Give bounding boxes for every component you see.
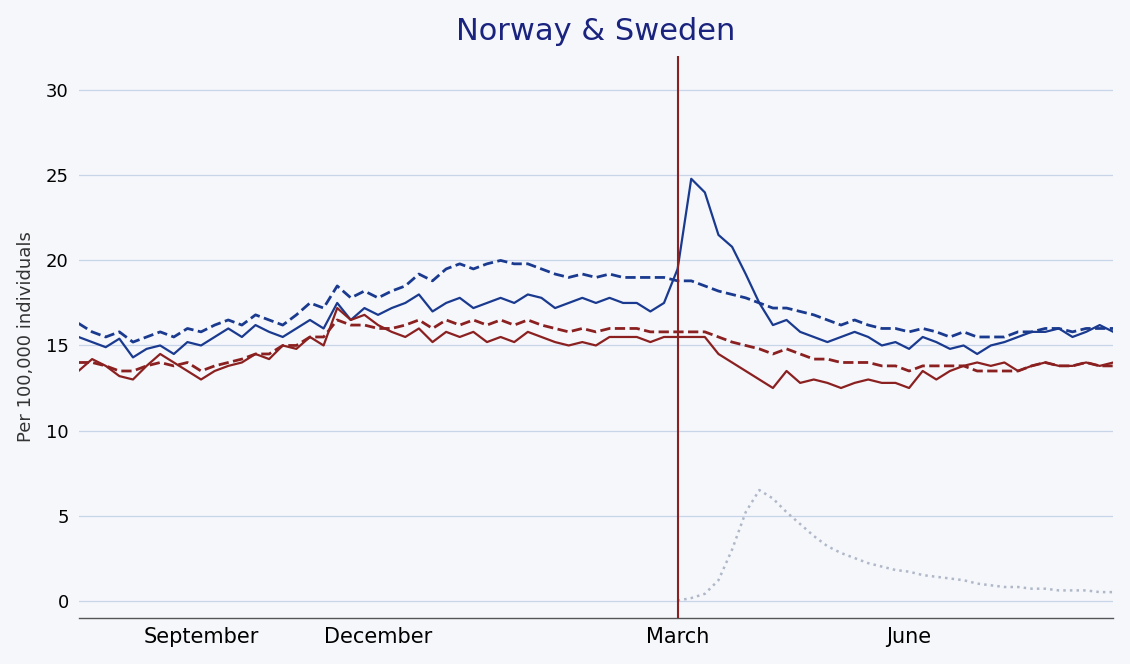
- Title: Norway & Sweden: Norway & Sweden: [457, 17, 736, 46]
- Y-axis label: Per 100,000 individuals: Per 100,000 individuals: [17, 232, 35, 442]
